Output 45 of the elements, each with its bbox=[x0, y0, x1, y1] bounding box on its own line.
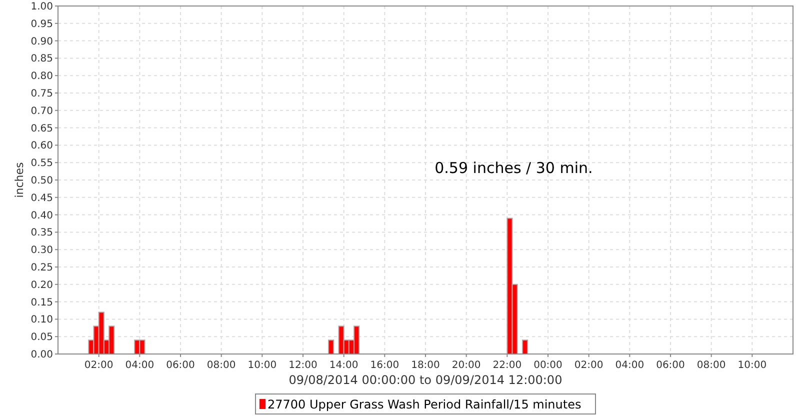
y-tick-label: 0.30 bbox=[30, 245, 53, 256]
legend-label: 27700 Upper Grass Wash Period Rainfall/15 minutes bbox=[268, 398, 582, 412]
y-tick-label: 0.90 bbox=[30, 36, 53, 48]
x-tick-label: 10:00 bbox=[738, 360, 767, 371]
y-tick-label: 0.65 bbox=[30, 123, 53, 134]
x-tick-label: 04:00 bbox=[125, 360, 154, 371]
x-tick-label: 12:00 bbox=[288, 360, 318, 371]
x-axis-title: 09/08/2014 00:00:00 to 09/09/2014 12:00:00 bbox=[288, 373, 562, 387]
x-tick-label: 00:00 bbox=[534, 360, 562, 371]
x-tick-label: 06:00 bbox=[166, 360, 195, 371]
x-tick-label: 10:00 bbox=[248, 360, 277, 371]
y-tick-label: 0.75 bbox=[30, 88, 53, 100]
bar bbox=[522, 340, 528, 354]
x-tick-label: 04:00 bbox=[615, 360, 644, 371]
x-tick-label: 22:00 bbox=[492, 360, 522, 371]
y-tick-label: 0.40 bbox=[30, 210, 53, 222]
x-tick-label: 02:00 bbox=[574, 360, 604, 371]
bar bbox=[338, 326, 344, 354]
y-tick-label: 0.15 bbox=[30, 297, 53, 308]
annotation: 0.59 inches / 30 min. bbox=[434, 159, 593, 178]
x-tick-label: 18:00 bbox=[411, 360, 440, 371]
y-tick-label: 0.95 bbox=[30, 18, 53, 30]
y-tick-label: 0.45 bbox=[30, 192, 53, 204]
x-tick-label: 08:00 bbox=[696, 360, 726, 371]
y-tick-label: 0.20 bbox=[30, 280, 53, 291]
bar bbox=[328, 340, 334, 354]
y-tick-label: 0.80 bbox=[30, 71, 53, 82]
y-tick-label: 0.05 bbox=[30, 332, 53, 344]
y-tick-label: 0.10 bbox=[30, 314, 53, 326]
y-tick-label: 0.00 bbox=[30, 350, 53, 360]
y-tick-label: 0.55 bbox=[30, 158, 53, 170]
y-tick-label: 0.70 bbox=[30, 106, 53, 117]
x-tick-label: 16:00 bbox=[370, 360, 400, 371]
x-tick-label: 02:00 bbox=[84, 360, 114, 371]
y-axis-title: inches bbox=[13, 162, 26, 198]
y-tick-label: 0.25 bbox=[30, 262, 53, 274]
y-tick-label: 0.35 bbox=[30, 228, 53, 239]
y-tick-label: 0.50 bbox=[30, 176, 53, 186]
x-tick-label: 20:00 bbox=[452, 360, 481, 371]
y-tick-label: 0.60 bbox=[30, 140, 53, 152]
y-tick-label: 1.00 bbox=[30, 2, 53, 12]
y-tick-label: 0.85 bbox=[30, 54, 53, 65]
x-tick-label: 08:00 bbox=[206, 360, 236, 371]
x-tick-label: 06:00 bbox=[656, 360, 685, 371]
x-tick-label: 14:00 bbox=[329, 360, 358, 371]
